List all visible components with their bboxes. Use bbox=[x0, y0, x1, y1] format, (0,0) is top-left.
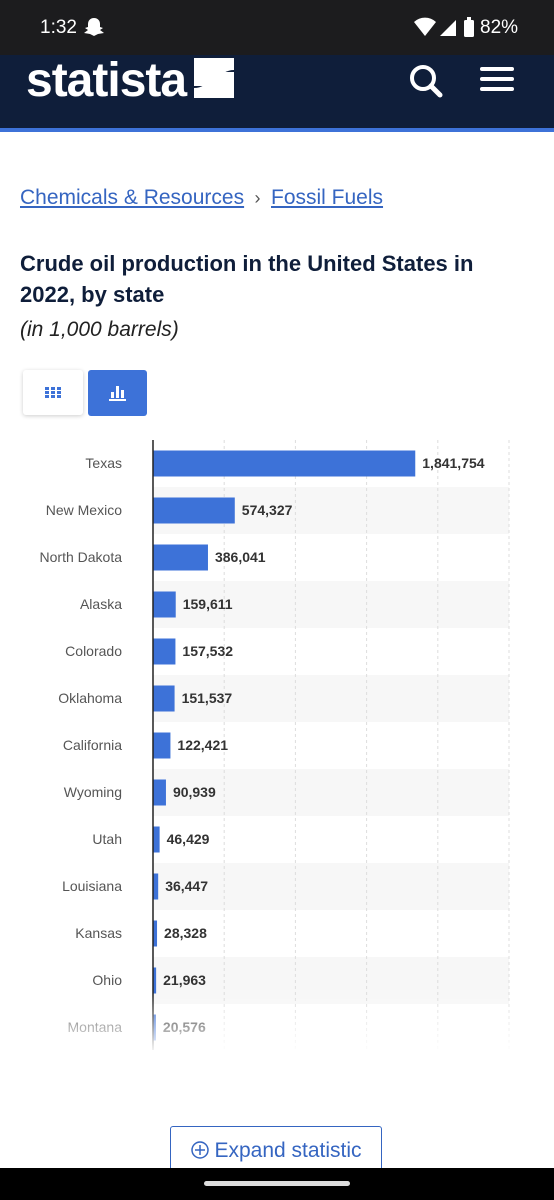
value-label: 386,041 bbox=[215, 549, 266, 565]
value-label: 151,537 bbox=[182, 690, 233, 706]
bar bbox=[153, 591, 176, 618]
bar bbox=[153, 826, 160, 853]
chart-view-button[interactable] bbox=[88, 370, 147, 416]
y-tick-label: Kansas bbox=[75, 925, 122, 941]
y-tick-label: Louisiana bbox=[62, 878, 122, 894]
bar bbox=[153, 967, 157, 994]
breadcrumb-link[interactable]: Chemicals & Resources bbox=[20, 186, 245, 209]
row-band bbox=[153, 675, 509, 722]
y-tick-label: Colorado bbox=[65, 643, 122, 659]
y-tick-label: Texas bbox=[85, 455, 122, 471]
value-label: 157,532 bbox=[182, 643, 233, 659]
bar bbox=[153, 732, 171, 759]
table-icon bbox=[45, 387, 61, 398]
system-icons bbox=[414, 17, 474, 37]
y-tick-label: North Dakota bbox=[40, 549, 123, 565]
bar bbox=[153, 873, 159, 900]
bar bbox=[153, 497, 235, 524]
value-label: 574,327 bbox=[242, 502, 293, 518]
status-bar: 1:32 82% bbox=[0, 0, 554, 55]
value-label: 1,841,754 bbox=[422, 455, 484, 471]
value-label: 21,963 bbox=[163, 972, 206, 988]
chart-title: Crude oil production in the United State… bbox=[20, 251, 474, 307]
logo-mark bbox=[194, 58, 234, 98]
chart-subtitle: (in 1,000 barrels) bbox=[20, 318, 179, 341]
time: 1:32 bbox=[40, 17, 77, 38]
row-band bbox=[153, 863, 509, 910]
logo[interactable]: statista bbox=[26, 54, 187, 107]
value-label: 28,328 bbox=[164, 925, 207, 941]
value-label: 90,939 bbox=[173, 784, 216, 800]
menu-icon[interactable] bbox=[480, 65, 516, 95]
notification-icon bbox=[84, 18, 104, 36]
value-label: 36,447 bbox=[165, 878, 208, 894]
breadcrumb-link[interactable]: Fossil Fuels bbox=[271, 186, 384, 209]
breadcrumb: Chemicals & Resources › Fossil Fuels bbox=[20, 186, 383, 210]
row-band bbox=[153, 581, 509, 628]
y-tick-label: Utah bbox=[92, 831, 122, 847]
y-tick-label: Oklahoma bbox=[58, 690, 122, 706]
y-tick-label: Wyoming bbox=[64, 784, 122, 800]
bar bbox=[153, 779, 166, 806]
bar bbox=[153, 450, 416, 477]
chart-icon bbox=[109, 386, 126, 401]
chart: Texas 1,841,754 New Mexico 574,327 North Dak… bbox=[40, 440, 510, 1050]
bar bbox=[153, 638, 176, 665]
bar bbox=[153, 544, 208, 571]
header: statista bbox=[0, 54, 554, 132]
y-tick-label: Ohio bbox=[92, 972, 122, 988]
table-view-button[interactable] bbox=[23, 370, 83, 415]
bar bbox=[153, 920, 158, 947]
y-tick-label: New Mexico bbox=[46, 502, 122, 518]
battery: 82% bbox=[480, 17, 519, 38]
expand-label: Expand statistic bbox=[214, 1139, 362, 1162]
nav-bar bbox=[0, 1168, 554, 1200]
y-tick-label: Alaska bbox=[80, 596, 122, 612]
bar bbox=[153, 685, 175, 712]
fade bbox=[0, 995, 554, 1055]
breadcrumb-separator: › bbox=[254, 188, 261, 208]
value-label: 46,429 bbox=[167, 831, 210, 847]
home-indicator bbox=[204, 1181, 350, 1186]
search-icon[interactable] bbox=[408, 63, 444, 99]
row-band bbox=[153, 769, 509, 816]
value-label: 159,611 bbox=[183, 596, 233, 612]
value-label: 122,421 bbox=[177, 737, 228, 753]
y-tick-label: California bbox=[63, 737, 122, 753]
plus-icon bbox=[191, 1141, 210, 1159]
